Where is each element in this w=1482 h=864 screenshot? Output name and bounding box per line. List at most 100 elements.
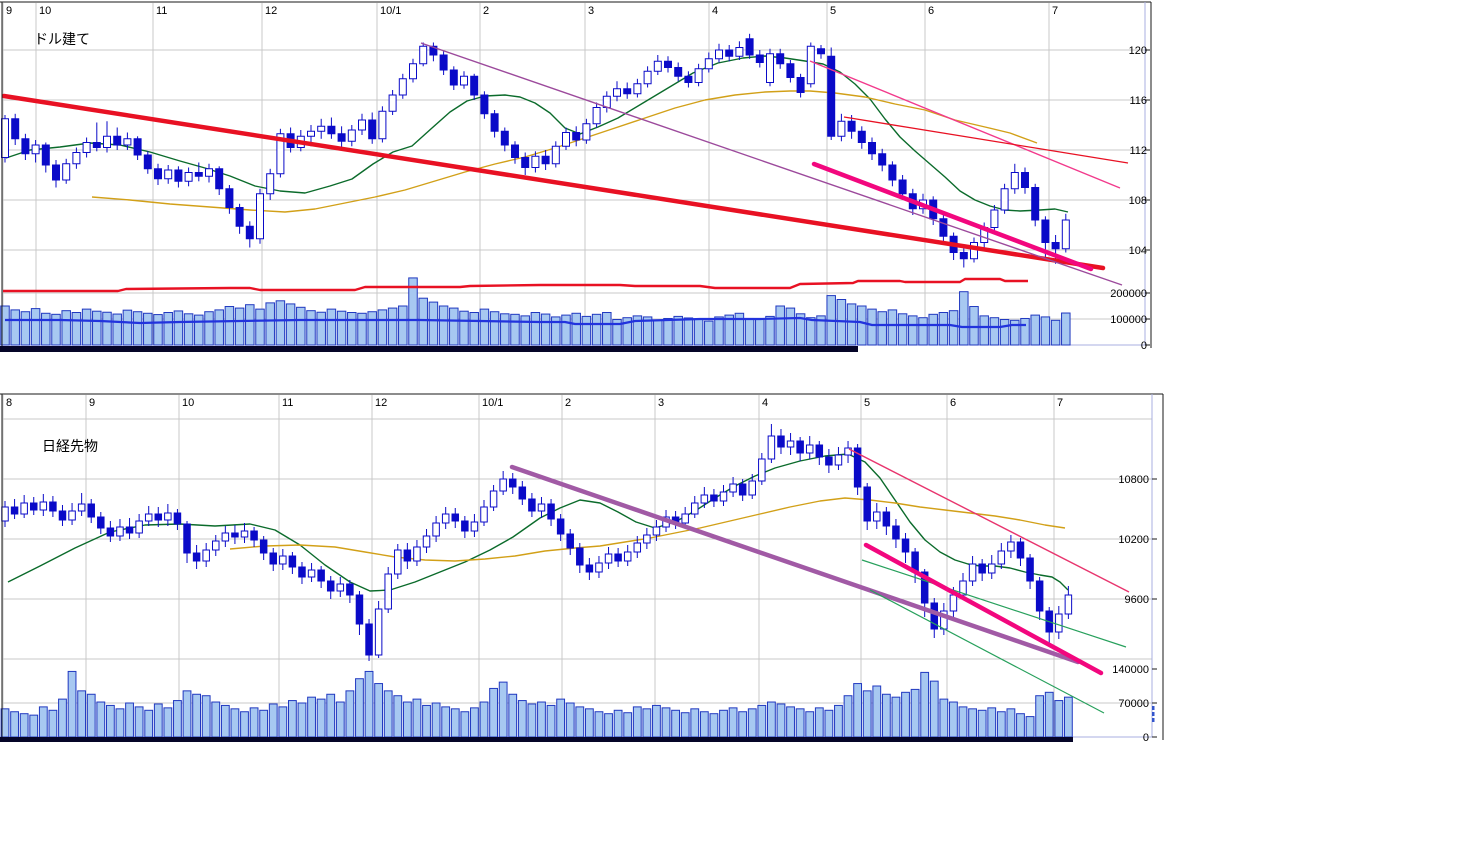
candle-up [1,506,9,522]
candle-down [449,69,458,86]
volume-bar [214,309,224,346]
volume-bar [527,703,537,738]
volume-bar [67,670,77,738]
downtrend-thin-pink[interactable] [809,60,1121,189]
volume-bar [316,698,326,738]
x-axis-month-label: 8 [6,397,12,409]
x-axis-month-label: 11 [282,397,293,409]
volume-bar [428,301,439,346]
volume-bar [265,302,275,346]
channel-thin-green-lower[interactable] [869,589,1105,714]
candle-down [888,164,897,181]
downtrend-thin-red[interactable] [843,116,1129,164]
volume-bar [834,704,843,738]
volume-bar [143,312,153,346]
candle-up [184,172,193,182]
candle-down [41,144,50,166]
volume-bar [846,303,857,346]
candle-up [202,549,210,562]
volume-bar [153,703,163,738]
candle-down [815,444,824,458]
candle-down [1031,187,1040,221]
candle-up [82,142,91,153]
volume-bar [584,708,594,738]
candle-up [700,494,709,504]
candle-down [235,207,244,227]
volume-bar [958,706,968,738]
candle-up [413,546,421,562]
axis-layer: 10800 10200 9600 140000 70000 0 8 9 10 11 12 10/1 2 3… [0,393,1164,744]
volume-bar [1016,713,1025,738]
candle-up [256,193,264,240]
candle-up [613,88,621,97]
downtrend-thick-pink[interactable] [863,542,1104,676]
resistance-thick-red[interactable] [1,93,1106,271]
candle-up [1064,594,1073,615]
candle-up [805,444,814,454]
volume-bar [355,678,364,738]
volume-bar [897,313,908,346]
candle-down [710,494,718,502]
volume-bar [959,291,969,346]
downtrend-thick-purple[interactable] [509,464,1081,665]
candle-layer [1,424,1073,661]
candle-down [231,532,239,538]
volume-bar [316,311,326,346]
channel-thin-green-upper[interactable] [861,559,1127,648]
candle-up [551,145,560,165]
downtrend-thin-crimson[interactable] [848,448,1130,593]
volume-bar [408,277,418,346]
bottom-black-bar [0,346,858,352]
volume-bar [510,313,520,346]
candle-down [346,583,354,596]
channel-thin-purple[interactable] [420,42,1123,286]
volume-bar [275,300,286,346]
candle-up [62,163,71,181]
volume-bar [719,709,728,738]
candle-down [1026,557,1034,582]
volume-bar [20,311,31,346]
candle-down [572,132,581,141]
ma-layer [5,55,1069,213]
candle-up [704,58,713,70]
volume-bar [1030,314,1040,346]
x-axis-month-label: 9 [6,5,12,17]
chart-title-usd: ドル建て [34,31,90,47]
volume-bar [77,690,87,738]
candle-down [269,552,277,565]
candle-down [192,552,201,562]
volume-bar [968,708,977,738]
volume-bar [709,713,719,738]
candle-down [245,225,254,240]
volume-bar [438,305,449,346]
candle-up [460,75,468,86]
volume-bar [347,312,357,346]
axis-selection-dash [1152,712,1155,716]
candle-up [633,542,642,553]
candle-up [949,594,958,612]
volume-bar [489,687,498,738]
volume-bar [418,297,428,346]
volume-bar [183,313,194,346]
candle-up [633,83,642,95]
candle-up [653,60,662,72]
axis-selection-dash [1152,706,1155,710]
candle-up [959,580,967,596]
candle-up [470,521,479,532]
volume-bar [297,702,307,738]
x-axis-month-label: 3 [658,397,664,409]
candle-down [106,527,115,537]
candle-up [652,526,661,536]
y-axis-tick-label: 120 [1129,45,1147,57]
candle-up [643,70,652,85]
candle-up [715,49,723,60]
volume-bar [653,319,663,346]
volume-bar [259,709,269,738]
volume-bar [1050,319,1061,346]
downtrend-thick-pink[interactable] [811,161,1094,272]
volume-bar [450,708,460,738]
y-axis-tick-label: 9600 [1125,594,1149,606]
candle-up [623,551,632,562]
volume-bar [661,707,671,738]
volume-bar [979,315,989,346]
